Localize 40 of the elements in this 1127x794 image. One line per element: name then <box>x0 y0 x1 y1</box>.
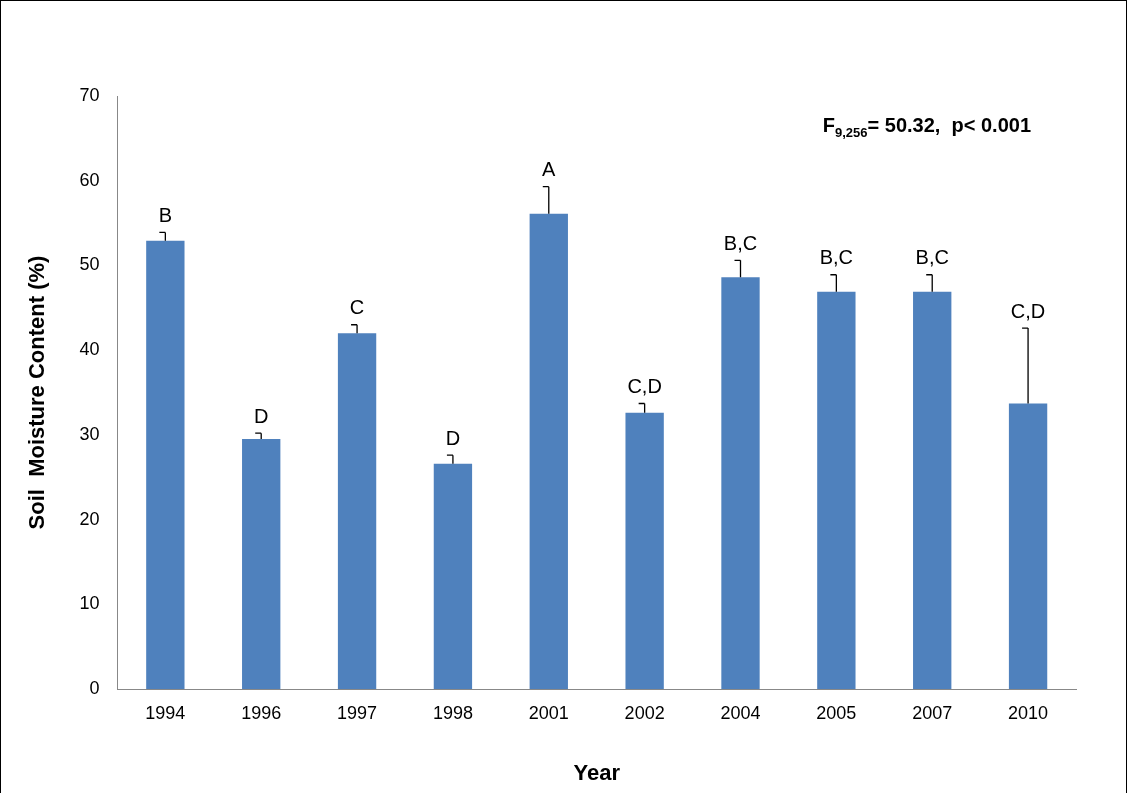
bar <box>817 291 856 689</box>
y-tick-label: 40 <box>79 339 100 360</box>
y-tick-label: 20 <box>79 508 100 529</box>
bar <box>146 240 185 689</box>
x-tick-label: 2007 <box>912 702 953 723</box>
x-tick-label: 1997 <box>337 702 378 723</box>
annotation: B,C <box>915 246 949 269</box>
bar <box>721 277 760 689</box>
bar <box>242 439 281 689</box>
bar <box>625 412 664 689</box>
x-axis-title: Year <box>573 759 621 785</box>
y-tick-label: 70 <box>79 84 100 105</box>
annotation: D <box>445 426 461 449</box>
bar <box>433 463 473 689</box>
annotation: B <box>158 203 173 226</box>
y-tick-label: 0 <box>89 677 100 698</box>
annotation: C,D <box>1010 299 1046 322</box>
bar <box>1008 403 1048 689</box>
x-tick-label: 1994 <box>145 702 186 723</box>
y-tick-label: 30 <box>79 423 100 444</box>
annotation: A <box>542 158 557 181</box>
annotation: B,C <box>819 246 854 269</box>
annotation: B,C <box>723 231 758 254</box>
x-tick-label: 2010 <box>1008 702 1049 723</box>
y-tick-label: 10 <box>79 593 100 614</box>
y-tick-label: 60 <box>79 169 100 190</box>
bar <box>529 213 568 689</box>
annotation: C <box>349 296 365 319</box>
annotation: D <box>253 404 269 427</box>
y-tick-label: 50 <box>79 254 100 275</box>
y-axis-title: Soil Moisture Content (%) <box>24 255 50 530</box>
bar <box>913 291 952 689</box>
x-tick-label: 2001 <box>528 702 569 723</box>
bar <box>337 333 377 689</box>
annotation: C,D <box>627 375 662 398</box>
x-tick-label: 2005 <box>816 702 857 723</box>
x-tick-label: 2004 <box>720 702 761 723</box>
x-tick-label: 1996 <box>241 702 282 723</box>
x-tick-label: 2002 <box>624 702 665 723</box>
x-tick-label: 1998 <box>432 702 473 723</box>
